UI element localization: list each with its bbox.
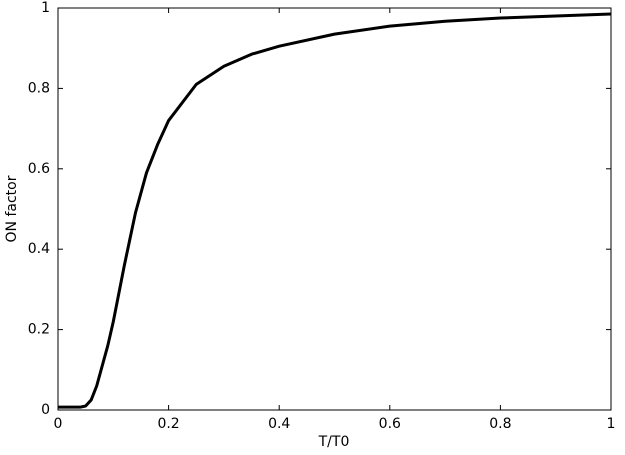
- y-axis-label: ON factor: [4, 175, 20, 242]
- x-tick-label: 1: [607, 416, 616, 432]
- data-line: [58, 12, 612, 409]
- x-tick-label: 0.8: [489, 416, 511, 432]
- x-axis-label: T/T0: [318, 434, 350, 450]
- x-tick-label: 0.4: [268, 416, 290, 432]
- y-tick-label: 1: [41, 0, 50, 16]
- plot-frame: [57, 7, 612, 411]
- y-tick-label: 0.8: [28, 80, 50, 96]
- y-tick-label: 0.2: [28, 322, 50, 338]
- x-tick-label: 0.6: [379, 416, 401, 432]
- y-tick-label: 0.4: [28, 241, 50, 257]
- y-tick-label: 0.6: [28, 161, 50, 177]
- x-tick-label: 0.2: [157, 416, 179, 432]
- x-tick-label: 0: [54, 416, 63, 432]
- y-tick-label: 0: [41, 402, 50, 418]
